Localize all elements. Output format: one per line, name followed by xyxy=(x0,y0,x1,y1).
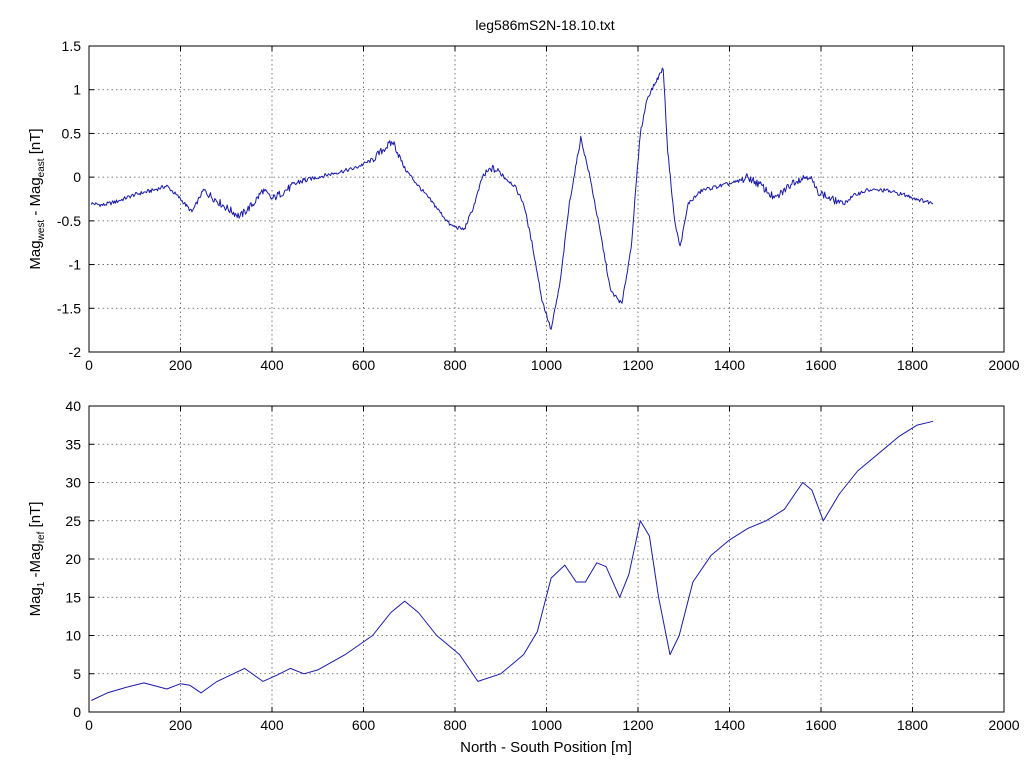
y-axis-label-bottom: Mag1 -Magref [nT] xyxy=(27,502,47,617)
y-axis-label-top: Magwest - Mageast [nT] xyxy=(27,128,47,269)
x-tick-label: 600 xyxy=(352,357,376,373)
y-tick-label: 1.5 xyxy=(62,38,82,54)
grid-bottom xyxy=(89,406,1004,712)
ticks-bottom: 0 200 400 600 800 1000 1200 1400 1600 1800 2000 0 5 1… xyxy=(65,398,1019,733)
panel-bottom: 0 200 400 600 800 1000 1200 1400 1600 1800 2000 0 5 1… xyxy=(27,398,1020,756)
x-tick-label: 2000 xyxy=(988,717,1019,733)
x-tick-label: 400 xyxy=(260,357,284,373)
x-tick-label: 1000 xyxy=(531,357,562,373)
x-axis-label: North - South Position [m] xyxy=(460,739,632,756)
grid-top xyxy=(89,46,1004,352)
panel-top: leg586mS2N-18.10.txt 0 200 400 600 800 1000 12… xyxy=(27,17,1020,373)
y-tick-label: 0.5 xyxy=(62,125,82,141)
x-tick-label: 1400 xyxy=(714,357,745,373)
x-tick-label: 1200 xyxy=(622,357,653,373)
x-tick-label: 1800 xyxy=(897,357,928,373)
x-tick-label: 600 xyxy=(352,717,376,733)
ticks-top: 0 200 400 600 800 1000 1200 1400 1600 1800 2000 -2 -… xyxy=(57,38,1020,373)
y-tick-label: 35 xyxy=(65,436,81,452)
x-tick-label: 800 xyxy=(443,717,467,733)
x-tick-label: 1000 xyxy=(531,717,562,733)
y-tick-label: 0 xyxy=(73,169,81,185)
y-tick-label: -1 xyxy=(69,257,82,273)
y-tick-label: 5 xyxy=(73,666,81,682)
y-tick-label: 0 xyxy=(73,704,81,720)
y-tick-label: 30 xyxy=(65,475,81,491)
plot-frame-bottom xyxy=(88,405,1005,713)
y-tick-label: -2 xyxy=(69,344,82,360)
y-tick-label: 1 xyxy=(73,82,81,98)
x-tick-label: 1800 xyxy=(897,717,928,733)
y-tick-label: 20 xyxy=(65,551,81,567)
x-tick-label: 0 xyxy=(85,357,93,373)
x-tick-label: 200 xyxy=(169,357,193,373)
y-tick-label: 15 xyxy=(65,589,81,605)
x-tick-label: 200 xyxy=(169,717,193,733)
x-tick-label: 0 xyxy=(85,717,93,733)
x-tick-label: 800 xyxy=(443,357,467,373)
x-tick-label: 1400 xyxy=(714,717,745,733)
series-line-bottom xyxy=(91,420,934,701)
y-tick-label: -0.5 xyxy=(57,213,81,229)
x-tick-label: 1600 xyxy=(805,357,836,373)
x-tick-label: 1200 xyxy=(622,717,653,733)
series-line-top xyxy=(90,67,934,330)
plot-frame-top xyxy=(88,45,1005,353)
y-tick-label: 10 xyxy=(65,628,81,644)
x-tick-label: 2000 xyxy=(988,357,1019,373)
y-tick-label: 40 xyxy=(65,398,81,414)
y-tick-label: 25 xyxy=(65,513,81,529)
x-tick-label: 1600 xyxy=(805,717,836,733)
chart-title: leg586mS2N-18.10.txt xyxy=(475,17,614,33)
y-tick-label: -1.5 xyxy=(57,300,81,316)
x-tick-label: 400 xyxy=(260,717,284,733)
